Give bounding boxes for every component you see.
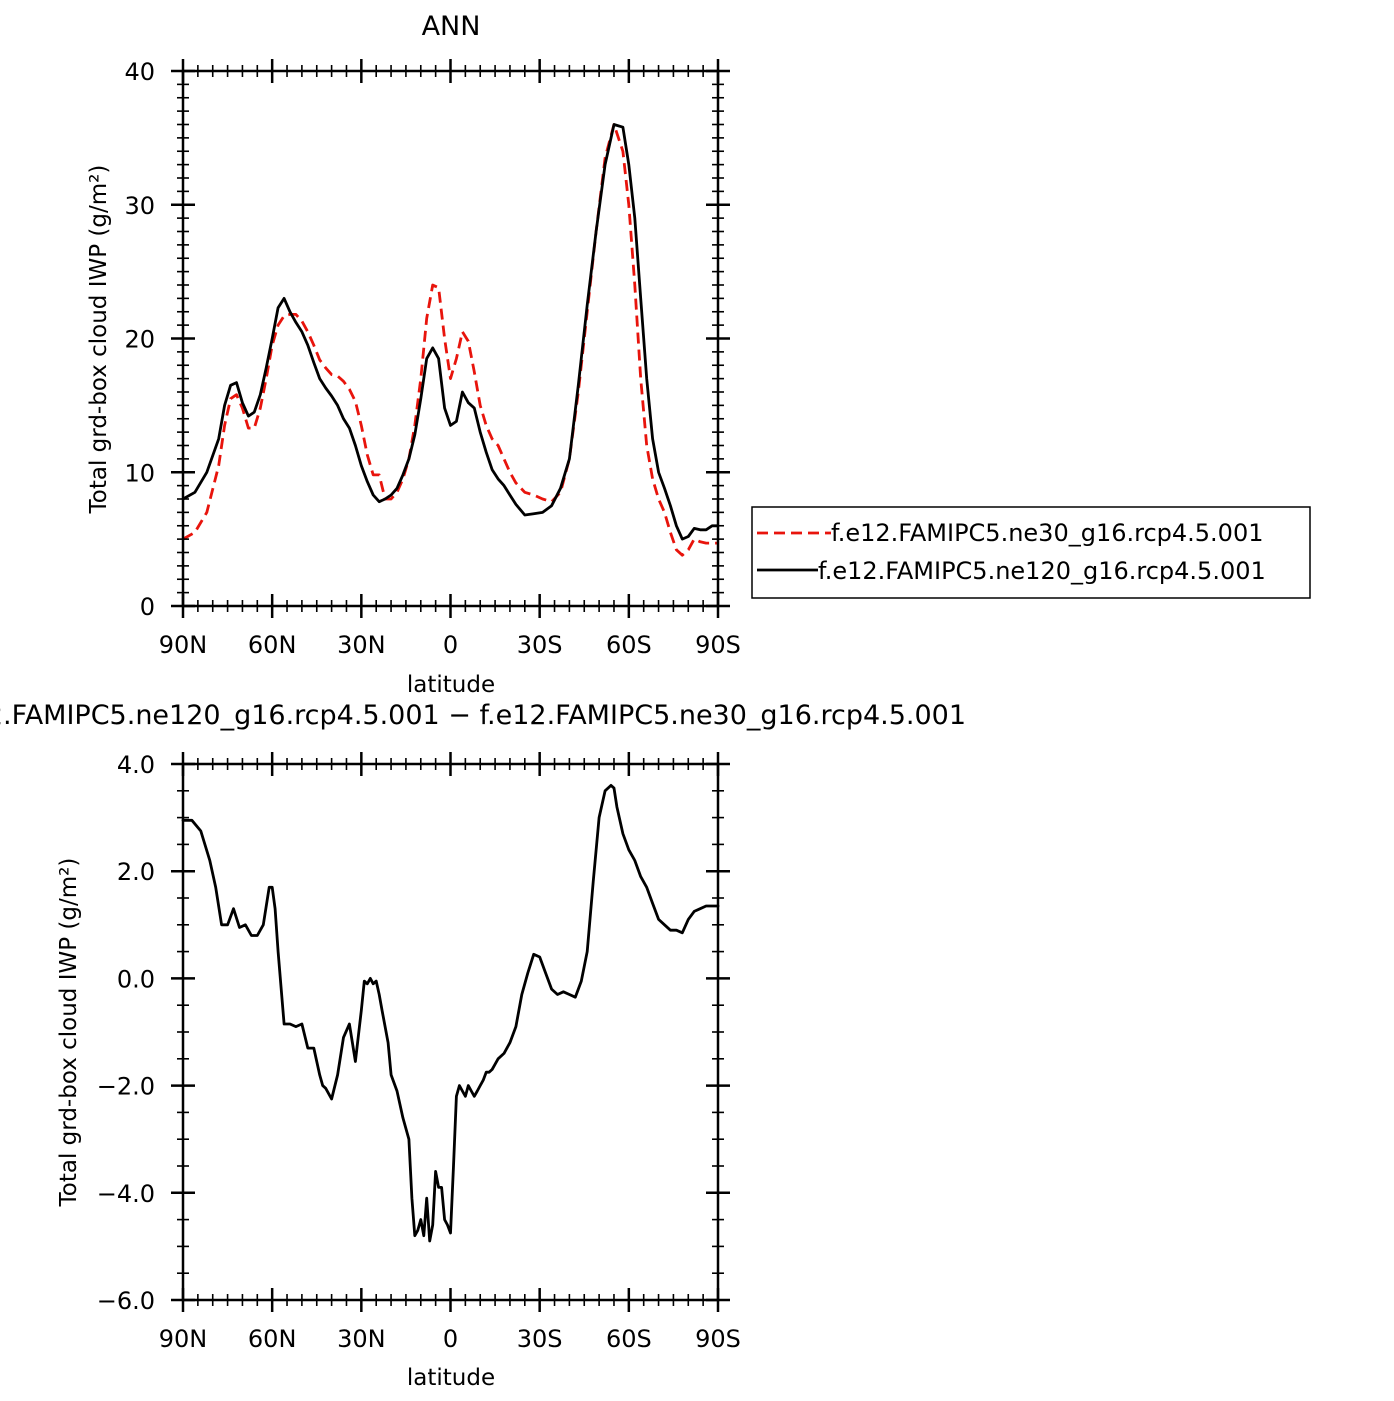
bottom-x-tick-label: 90S — [695, 1325, 741, 1353]
top-y-tick-label: 20 — [124, 326, 155, 354]
top-x-tick-label: 30N — [337, 631, 386, 659]
top-y-tick-label: 10 — [124, 459, 155, 487]
bottom-series-group — [181, 784, 720, 1243]
bottom-y-tick-label: −2.0 — [97, 1073, 155, 1101]
top-x-tick-label: 0 — [443, 631, 458, 659]
bottom-series-line-0 — [181, 784, 720, 1243]
top-y-tick-label: 30 — [124, 192, 155, 220]
top-x-label: latitude — [407, 672, 495, 698]
bottom-x-tick-label: 30N — [337, 1325, 386, 1353]
bottom-x-tick-label: 60S — [606, 1325, 652, 1353]
top-title: ANN — [422, 11, 481, 42]
top-x-tick-label: 60N — [248, 631, 297, 659]
bottom-x-tick-label: 30S — [517, 1325, 563, 1353]
bottom-y-tick-label: 0.0 — [117, 965, 155, 993]
top-series-line-0 — [182, 123, 718, 557]
top-x-tick-label: 30S — [517, 631, 563, 659]
bottom-x-label: latitude — [407, 1365, 495, 1391]
top-y-tick-label: 0 — [140, 593, 155, 621]
bottom-y-label: Total grd-box cloud IWP (g/m²) — [56, 858, 82, 1208]
top-x-tick-label: 90N — [159, 631, 208, 659]
top-x-tick-label: 60S — [606, 631, 652, 659]
bottom-x-tick-label: 90N — [159, 1325, 208, 1353]
bottom-panel: f.e12.FAMIPC5.ne120_g16.rcp4.5.001 − f.e… — [0, 700, 966, 1391]
top-series-group — [181, 123, 720, 557]
legend-label-ne120: f.e12.FAMIPC5.ne120_g16.rcp4.5.001 — [818, 557, 1266, 585]
top-series-line-1 — [181, 123, 720, 541]
top-axes: 90N 60N 30N 0 30S 60S 90S 0 10 20 30 40 — [124, 58, 740, 659]
bottom-axes: 90N 60N 30N 0 30S 60S 90S −6.0 −4.0 −2.0 0.0 2.0 4.0 — [97, 751, 741, 1353]
top-x-tick-label: 90S — [695, 631, 741, 659]
legend: f.e12.FAMIPC5.ne30_g16.rcp4.5.001 f.e12.… — [751, 506, 1311, 599]
bottom-y-tick-label: 2.0 — [117, 858, 155, 886]
bottom-x-tick-label: 60N — [248, 1325, 297, 1353]
bottom-y-tick-label: 4.0 — [117, 751, 155, 779]
bottom-y-tick-label: −4.0 — [97, 1180, 155, 1208]
top-y-tick-label: 40 — [124, 58, 155, 86]
legend-label-ne30: f.e12.FAMIPC5.ne30_g16.rcp4.5.001 — [831, 519, 1264, 547]
bottom-x-tick-label: 0 — [443, 1325, 458, 1353]
top-panel: ANN 90N 60N 30N 0 30S 60S 90S 0 10 20 30 40 latitud… — [86, 11, 741, 698]
top-y-label: Total grd-box cloud IWP (g/m²) — [86, 165, 112, 515]
bottom-title: f.e12.FAMIPC5.ne120_g16.rcp4.5.001 − f.e… — [0, 700, 966, 731]
bottom-y-tick-label: −6.0 — [97, 1287, 155, 1315]
legend-box — [751, 506, 1311, 599]
